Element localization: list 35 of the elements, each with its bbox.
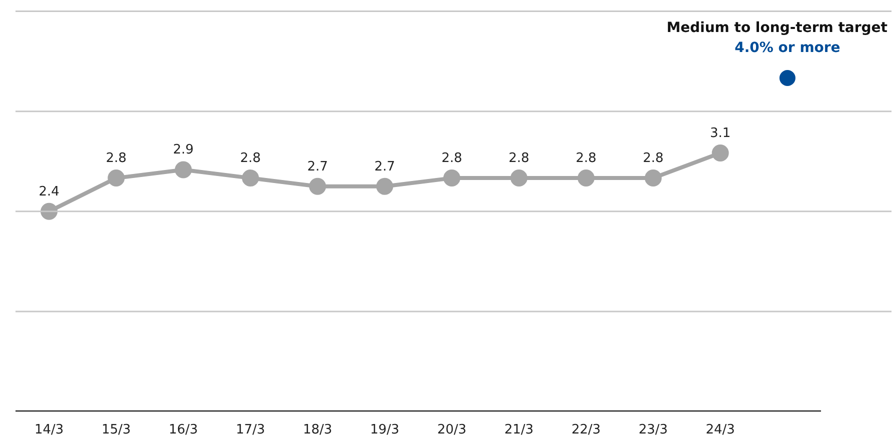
data-label: 2.8 — [441, 151, 462, 166]
x-tick-label: 17/3 — [236, 422, 266, 438]
point — [174, 161, 192, 178]
point — [242, 170, 259, 187]
point — [578, 170, 595, 187]
point — [443, 170, 460, 187]
text: Medium to long-term target — [666, 20, 888, 36]
point — [309, 178, 326, 195]
x-tick-label: 23/3 — [638, 422, 668, 438]
x-tick-label: 24/3 — [706, 422, 735, 438]
data-label: 3.1 — [710, 126, 731, 142]
data-label: 2.7 — [374, 159, 396, 174]
point — [712, 144, 729, 162]
data-label: 2.7 — [307, 159, 328, 174]
data-label: 2.9 — [172, 142, 194, 158]
x-tick-label: 18/3 — [302, 422, 332, 438]
x-tick-label: 21/3 — [504, 422, 534, 438]
x-tick-label: 19/3 — [370, 422, 400, 438]
x-tick-label: 22/3 — [571, 422, 601, 438]
data-label: 2.4 — [38, 184, 60, 200]
x-tick-label: 16/3 — [168, 422, 198, 438]
x-tick-label: 15/3 — [102, 422, 131, 438]
x-tick-label: 20/3 — [437, 422, 466, 438]
data-label: 2.8 — [240, 151, 261, 166]
data-label: 2.8 — [106, 151, 127, 166]
point — [108, 170, 125, 187]
point — [510, 170, 528, 187]
data-label: 2.8 — [508, 151, 530, 166]
point — [376, 178, 394, 195]
x-tick-label: 14/3 — [34, 422, 64, 438]
point — [644, 170, 662, 187]
data-label: 2.8 — [576, 151, 596, 166]
data-label: 2.8 — [642, 151, 664, 166]
data-label: 4.0% or more — [734, 40, 840, 56]
point — [779, 70, 796, 86]
